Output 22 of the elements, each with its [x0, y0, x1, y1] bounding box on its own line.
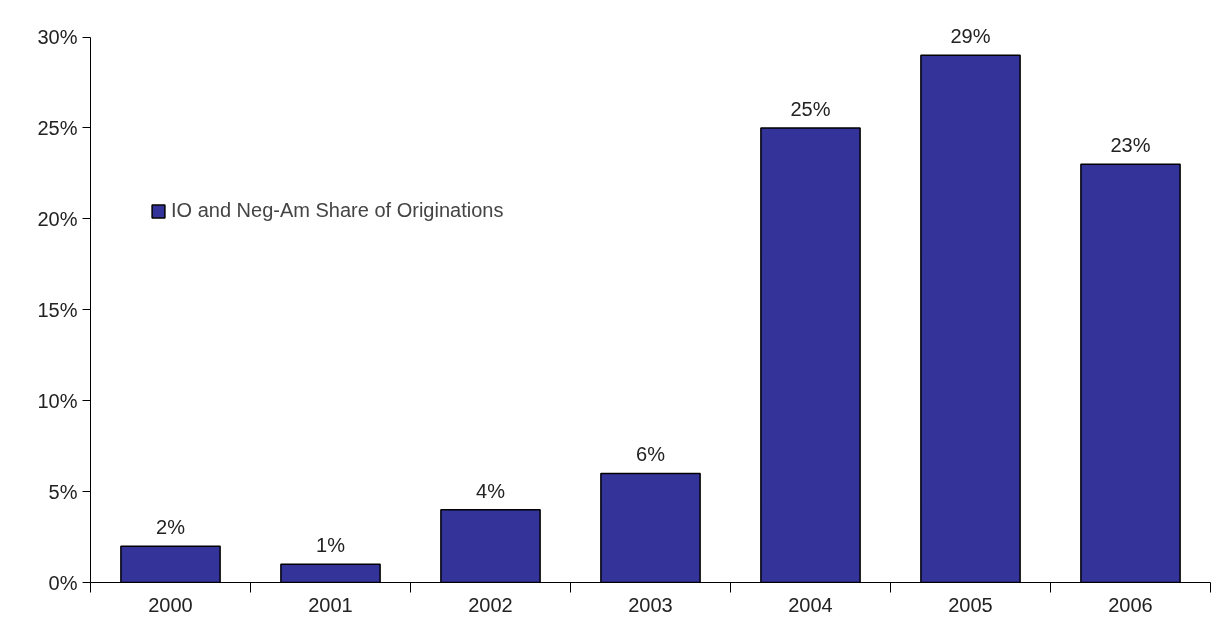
data-label: 29% — [950, 25, 991, 48]
data-label: 2% — [156, 516, 186, 539]
y-tick-label: 20% — [37, 207, 78, 230]
x-tick-label: 2006 — [1108, 593, 1153, 616]
data-label: 4% — [476, 479, 506, 502]
data-label: 23% — [1110, 134, 1151, 157]
x-tick-label: 2004 — [788, 593, 833, 616]
legend-label: IO and Neg-Am Share of Originations — [171, 199, 504, 222]
y-tick-label: 15% — [37, 298, 78, 321]
x-tick-label: 2002 — [468, 593, 513, 616]
data-label: 1% — [316, 534, 346, 557]
x-tick-label: 2005 — [948, 593, 993, 616]
x-tick-label: 2000 — [148, 593, 193, 616]
y-tick-label: 10% — [37, 389, 78, 412]
y-tick-label: 25% — [37, 116, 78, 139]
x-tick-label: 2001 — [308, 593, 353, 616]
data-label: 6% — [636, 443, 666, 466]
data-label: 25% — [790, 97, 831, 120]
y-tick-label: 30% — [37, 26, 78, 49]
y-tick-label: 5% — [48, 480, 78, 503]
x-tick-label: 2003 — [628, 593, 673, 616]
y-tick-label: 0% — [48, 571, 78, 594]
